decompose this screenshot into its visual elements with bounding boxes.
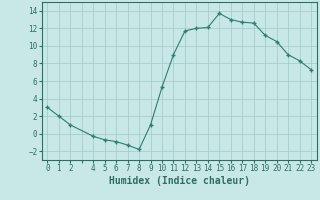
X-axis label: Humidex (Indice chaleur): Humidex (Indice chaleur) xyxy=(109,176,250,186)
